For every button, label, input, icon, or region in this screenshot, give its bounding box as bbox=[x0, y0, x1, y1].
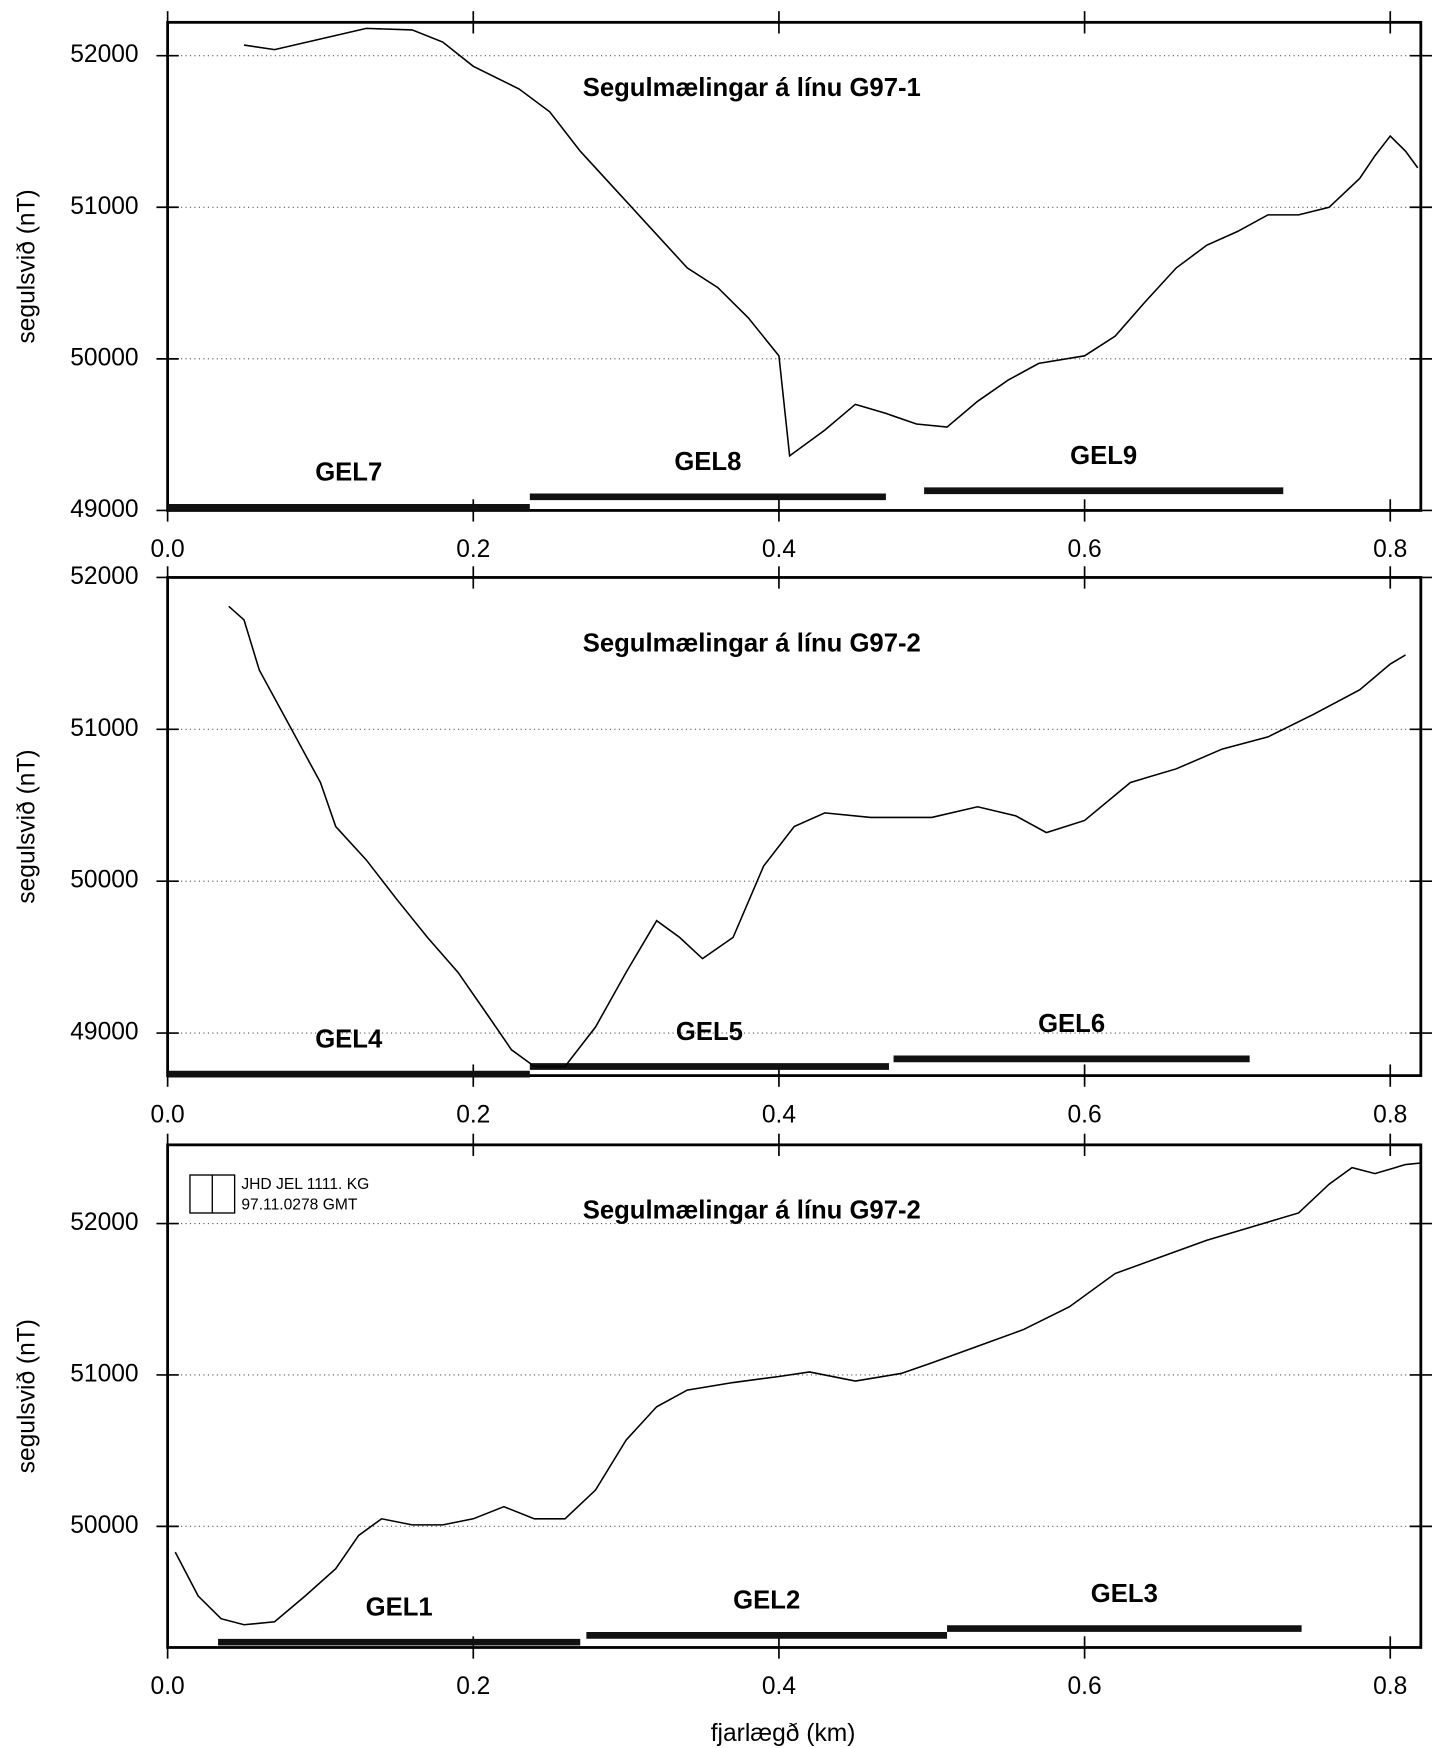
data-line bbox=[243, 27, 1419, 458]
y-tick-label: 49000 bbox=[70, 496, 138, 523]
y-axis-label: segulsvið (nT) bbox=[13, 749, 40, 903]
x-tick-label: 0.8 bbox=[1373, 1673, 1407, 1700]
y-tick-label: 50000 bbox=[70, 344, 138, 371]
segment-label: GEL4 bbox=[315, 1025, 383, 1053]
segment-label: GEL9 bbox=[1070, 442, 1137, 470]
y-tick-label: 52000 bbox=[70, 563, 138, 590]
y-tick-label: 51000 bbox=[70, 1360, 138, 1387]
x-tick-label: 0.6 bbox=[1068, 536, 1102, 563]
y-tick-label: 52000 bbox=[70, 1209, 138, 1236]
x-tick-label: 0.2 bbox=[456, 1673, 490, 1700]
segment-label: GEL8 bbox=[674, 448, 741, 476]
x-axis-label: fjarlægð (km) bbox=[711, 1720, 856, 1747]
x-tick-label: 0.8 bbox=[1373, 536, 1407, 563]
y-tick-label: 50000 bbox=[70, 1512, 138, 1539]
x-tick-label: 0.6 bbox=[1068, 1101, 1102, 1128]
x-tick-label: 0.2 bbox=[456, 536, 490, 563]
y-axis-label: segulsvið (nT) bbox=[13, 189, 40, 343]
x-tick-label: 0.2 bbox=[456, 1101, 490, 1128]
data-line bbox=[228, 605, 1406, 1068]
stamp-text: 97.11.0278 GMT bbox=[241, 1196, 358, 1213]
y-tick-label: 51000 bbox=[70, 715, 138, 742]
segment-label: GEL1 bbox=[366, 1593, 433, 1621]
x-tick-label: 0.0 bbox=[151, 536, 185, 563]
y-axis-label: segulsvið (nT) bbox=[13, 1319, 40, 1473]
segment-label: GEL6 bbox=[1038, 1010, 1105, 1038]
x-tick-label: 0.0 bbox=[151, 1101, 185, 1128]
segment-label: GEL2 bbox=[733, 1587, 800, 1615]
chart-title: Segulmælingar á línu G97-2 bbox=[583, 629, 921, 657]
segment-label: GEL5 bbox=[676, 1018, 743, 1046]
chart-title: Segulmælingar á línu G97-1 bbox=[583, 74, 921, 102]
y-tick-label: 51000 bbox=[70, 193, 138, 220]
plot-frame bbox=[166, 1143, 1423, 1649]
x-tick-label: 0.8 bbox=[1373, 1101, 1407, 1128]
x-tick-label: 0.6 bbox=[1068, 1673, 1102, 1700]
stamp-text: JHD JEL 1111. KG bbox=[241, 1176, 369, 1193]
x-tick-label: 0.0 bbox=[151, 1673, 185, 1700]
y-tick-label: 50000 bbox=[70, 867, 138, 894]
chart-title: Segulmælingar á línu G97-2 bbox=[583, 1197, 921, 1225]
segment-label: GEL3 bbox=[1091, 1580, 1158, 1608]
plot-frame bbox=[166, 20, 1423, 512]
plot-frame bbox=[166, 576, 1423, 1078]
y-tick-label: 49000 bbox=[70, 1019, 138, 1046]
x-tick-label: 0.4 bbox=[762, 536, 796, 563]
segment-label: GEL7 bbox=[315, 459, 382, 487]
data-line bbox=[174, 1162, 1421, 1626]
y-tick-label: 52000 bbox=[70, 41, 138, 68]
x-tick-label: 0.4 bbox=[762, 1101, 796, 1128]
x-tick-label: 0.4 bbox=[762, 1673, 796, 1700]
